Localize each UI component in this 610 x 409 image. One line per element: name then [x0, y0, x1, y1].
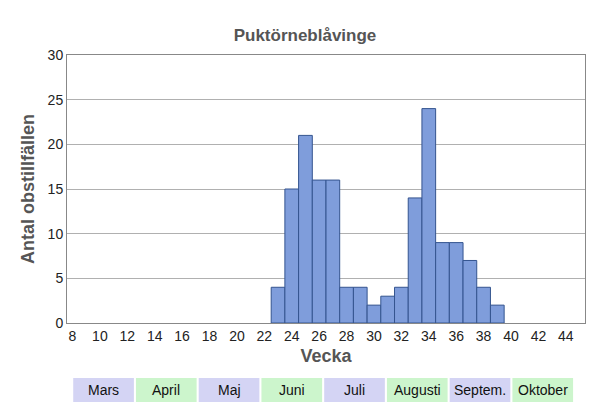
- svg-text:16: 16: [174, 328, 190, 344]
- svg-text:36: 36: [448, 328, 464, 344]
- svg-text:22: 22: [257, 328, 273, 344]
- svg-text:Juli: Juli: [344, 382, 365, 398]
- svg-text:5: 5: [55, 270, 63, 286]
- svg-text:Augusti: Augusti: [394, 382, 441, 398]
- svg-text:15: 15: [48, 181, 64, 197]
- svg-text:24: 24: [284, 328, 300, 344]
- svg-text:April: April: [152, 382, 180, 398]
- svg-text:14: 14: [147, 328, 163, 344]
- svg-text:Juni: Juni: [279, 382, 305, 398]
- svg-text:Antal obstillfällen: Antal obstillfällen: [18, 114, 38, 264]
- svg-text:Oktober: Oktober: [518, 382, 568, 398]
- svg-text:Maj: Maj: [218, 382, 241, 398]
- svg-text:20: 20: [229, 328, 245, 344]
- svg-text:18: 18: [202, 328, 218, 344]
- svg-text:Mars: Mars: [88, 382, 119, 398]
- svg-text:28: 28: [339, 328, 355, 344]
- svg-text:12: 12: [120, 328, 136, 344]
- svg-text:Septem.: Septem.: [454, 382, 506, 398]
- svg-text:42: 42: [531, 328, 547, 344]
- svg-text:44: 44: [558, 328, 574, 344]
- svg-text:Vecka: Vecka: [300, 346, 352, 366]
- svg-text:30: 30: [48, 47, 64, 63]
- svg-text:40: 40: [503, 328, 519, 344]
- svg-text:8: 8: [69, 328, 77, 344]
- svg-text:25: 25: [48, 92, 64, 108]
- svg-text:20: 20: [48, 136, 64, 152]
- svg-text:10: 10: [48, 226, 64, 242]
- svg-text:34: 34: [421, 328, 437, 344]
- svg-text:10: 10: [92, 328, 108, 344]
- svg-text:30: 30: [366, 328, 382, 344]
- svg-text:32: 32: [394, 328, 410, 344]
- svg-text:Puktörneblåvinge: Puktörneblåvinge: [234, 26, 377, 45]
- svg-text:26: 26: [311, 328, 327, 344]
- svg-text:0: 0: [55, 315, 63, 331]
- svg-text:38: 38: [476, 328, 492, 344]
